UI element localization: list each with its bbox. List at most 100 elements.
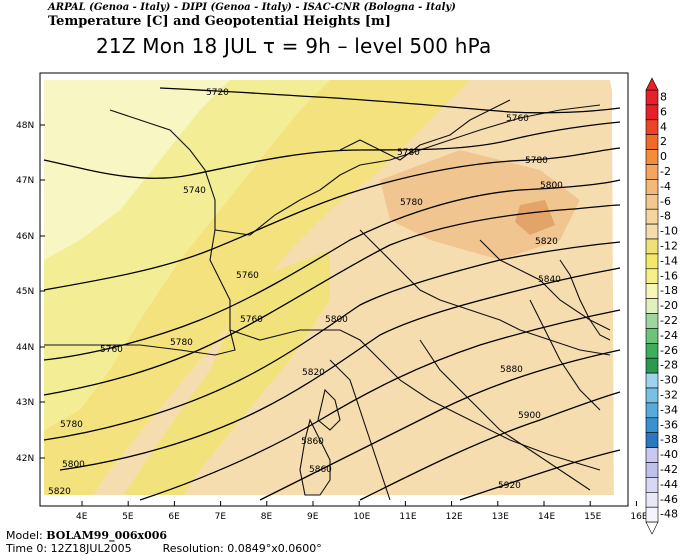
contour-label: 5800 bbox=[62, 460, 85, 470]
contour-label: 5780 bbox=[397, 148, 420, 158]
colorbar-top-arrow bbox=[645, 77, 659, 91]
contour-label: 5780 bbox=[525, 156, 548, 166]
lat-tick-label: 46N bbox=[16, 232, 34, 242]
lat-tick-label: 45N bbox=[16, 287, 34, 297]
colorbar-swatch bbox=[645, 491, 659, 508]
colorbar-swatch bbox=[645, 387, 659, 404]
colorbar-label: -26 bbox=[660, 344, 678, 357]
colorbar-swatch bbox=[645, 372, 659, 389]
colorbar-swatch bbox=[645, 164, 659, 180]
lat-tick-label: 47N bbox=[16, 176, 34, 186]
colorbar-swatch bbox=[645, 328, 659, 344]
footer-model: Model: BOLAM99_006x006 bbox=[6, 529, 167, 542]
height-contours bbox=[43, 87, 621, 501]
lon-tick-label: 4E bbox=[76, 512, 88, 522]
colorbar-swatch bbox=[645, 417, 659, 433]
map-subtitle: 21Z Mon 18 JUL τ = 9h – level 500 hPa bbox=[96, 34, 492, 58]
colorbar-swatch bbox=[645, 134, 659, 150]
longitude-axis: 4E 5E 6E 7E 8E 9E 10E 11E 12E 13E 14E 15E 16E bbox=[76, 501, 648, 522]
lon-tick-label: 13E bbox=[492, 512, 509, 522]
lon-tick-label: 11E bbox=[399, 512, 416, 522]
colorbar-label: -16 bbox=[660, 269, 678, 282]
colorbar-swatch bbox=[645, 447, 659, 463]
contour-label: 5820 bbox=[302, 368, 325, 378]
colorbar-label: -24 bbox=[660, 329, 678, 342]
lon-tick-label: 7E bbox=[215, 512, 227, 522]
contour-label: 5760 bbox=[236, 271, 259, 281]
colorbar-label: -6 bbox=[660, 195, 671, 208]
map-border bbox=[39, 72, 629, 507]
colorbar-label: -36 bbox=[660, 418, 678, 431]
colorbar-swatch bbox=[645, 223, 659, 240]
contour-label: 5860 bbox=[309, 465, 332, 475]
colorbar-label: -44 bbox=[660, 478, 678, 491]
lat-tick-label: 42N bbox=[16, 454, 34, 464]
lon-tick-label: 5E bbox=[122, 512, 134, 522]
lat-tick-label: 48N bbox=[16, 121, 34, 131]
colorbar-label: 6 bbox=[660, 105, 667, 118]
colorbar-label: -22 bbox=[660, 314, 678, 327]
colorbar-swatch bbox=[645, 432, 659, 448]
colorbar-swatch bbox=[645, 119, 659, 136]
colorbar-label: 0 bbox=[660, 150, 667, 163]
colorbar-label: -28 bbox=[660, 359, 678, 372]
temperature-field bbox=[40, 80, 628, 506]
colorbar-label: -4 bbox=[660, 180, 671, 193]
colorbar-swatch bbox=[645, 104, 659, 121]
colorbar-swatch bbox=[645, 506, 659, 523]
colorbar-label: 4 bbox=[660, 120, 667, 133]
lon-tick-label: 9E bbox=[307, 512, 319, 522]
colorbar-label: -30 bbox=[660, 374, 678, 387]
contour-labels: 5720 5740 5760 5760 5760 5760 5780 5780 … bbox=[48, 88, 563, 497]
lon-tick-label: 16E bbox=[630, 512, 647, 522]
contour-label: 5760 bbox=[506, 114, 529, 124]
colorbar-swatch bbox=[645, 89, 659, 106]
colorbar-swatch bbox=[645, 477, 659, 493]
colorbar-label: -42 bbox=[660, 463, 678, 476]
lon-tick-label: 15E bbox=[584, 512, 601, 522]
footer-time: Time 0: 12Z18JUL2005 Resolution: 0.0849°… bbox=[6, 542, 322, 555]
lat-tick-label: 44N bbox=[16, 343, 34, 353]
contour-label: 5780 bbox=[400, 198, 423, 208]
contour-label: 5900 bbox=[518, 411, 541, 421]
colorbar-label: -20 bbox=[660, 299, 678, 312]
colorbar-swatch bbox=[645, 313, 659, 329]
contour-label: 5820 bbox=[535, 237, 558, 247]
contour-label: 5760 bbox=[240, 315, 263, 325]
colorbar-swatch bbox=[645, 268, 659, 284]
colorbar-label: -18 bbox=[660, 284, 678, 297]
latitude-axis: 48N 47N 46N 45N 44N 43N 42N bbox=[16, 121, 45, 464]
contour-label: 5780 bbox=[60, 420, 83, 430]
model-label: Model: bbox=[6, 529, 43, 542]
lon-tick-label: 6E bbox=[168, 512, 180, 522]
colorbar-label: -32 bbox=[660, 388, 678, 401]
colorbar-swatch bbox=[645, 149, 659, 165]
colorbar-label: -14 bbox=[660, 254, 678, 267]
page-title: Temperature [C] and Geopotential Heights… bbox=[48, 14, 391, 29]
contour-label: 5740 bbox=[183, 186, 206, 196]
colorbar-swatch bbox=[645, 342, 659, 359]
contour-label: 5720 bbox=[206, 88, 229, 98]
colorbar-bottom-arrow bbox=[645, 521, 659, 535]
contour-label: 5840 bbox=[538, 275, 561, 285]
colorbar-swatch bbox=[645, 283, 659, 299]
colorbar: 8 6 4 2 0 -2 -4 -6 -8 -10-12 -14 -16 -18 -20 -22 -24 -26… bbox=[645, 77, 678, 535]
colorbar-swatch bbox=[645, 462, 659, 478]
resolution-value: 0.0849°x0.0600° bbox=[227, 542, 322, 555]
lat-tick-label: 43N bbox=[16, 398, 34, 408]
colorbar-swatch bbox=[645, 238, 659, 255]
contour-label: 5820 bbox=[48, 487, 71, 497]
colorbar-label: -38 bbox=[660, 433, 678, 446]
colorbar-label: -46 bbox=[660, 493, 678, 506]
colorbar-label: 8 bbox=[660, 90, 667, 103]
header-credits: ARPAL (Genoa - Italy) - DIPI (Genoa - It… bbox=[48, 2, 456, 13]
contour-label: 5920 bbox=[498, 481, 521, 491]
colorbar-label: -40 bbox=[660, 448, 678, 461]
model-value: BOLAM99_006x006 bbox=[46, 529, 168, 542]
contour-label: 5860 bbox=[301, 437, 324, 447]
time-value: 12Z18JUL2005 bbox=[50, 542, 132, 555]
colorbar-label: -48 bbox=[660, 508, 678, 521]
colorbar-swatch bbox=[645, 253, 659, 270]
colorbar-swatch bbox=[645, 402, 659, 419]
